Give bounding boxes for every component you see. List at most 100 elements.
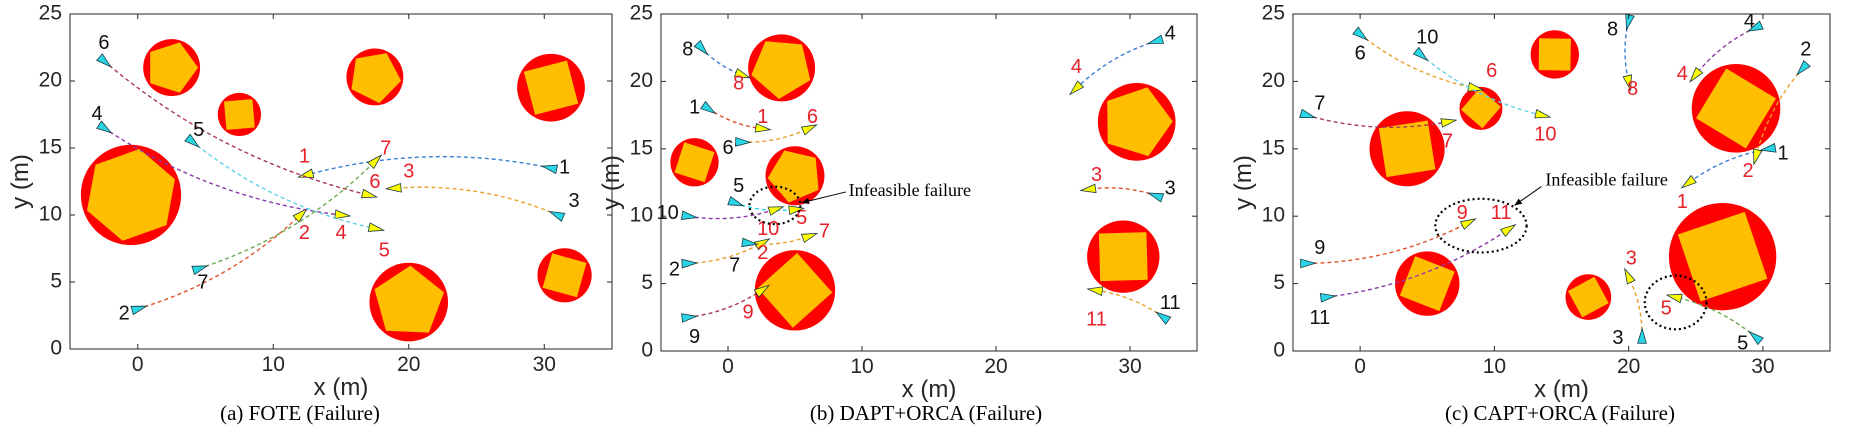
goal-marker-agent-4 [1068,80,1085,96]
failure-ellipse [1643,274,1708,331]
x-tick-label: 30 [1118,355,1141,378]
obstacle-polygon [542,253,587,298]
start-label-agent-3: 3 [1612,327,1623,349]
goal-label-agent-10: 10 [1534,124,1556,146]
x-tick-label: 20 [1617,355,1640,378]
trajectory-agent-2 [137,214,301,310]
goal-label-agent-6: 6 [1486,60,1497,82]
start-marker-agent-10 [1412,46,1429,62]
start-marker-agent-7 [1299,108,1317,118]
trajectory-agent-11 [1326,229,1509,298]
x-tick-label: 20 [397,353,420,376]
start-marker-agent-2 [1796,60,1811,76]
trajectory-agent-4 [103,127,342,216]
y-axis-title: y (m) [598,155,625,210]
start-marker-agent-4 [1146,34,1165,45]
y-tick-label: 20 [630,69,653,92]
start-label-agent-4: 4 [92,103,103,125]
obstacle-polygon [150,42,199,93]
obstacle-polygon [1696,68,1776,149]
goal-marker-agent-5 [367,222,386,232]
trajectory-agent-9 [1306,222,1468,265]
start-label-agent-6: 6 [98,32,109,54]
goal-marker-agent-11 [1086,286,1104,296]
obstacle-polygon [1461,88,1501,129]
goal-label-agent-6: 6 [807,106,818,128]
y-tick-label: 5 [50,270,62,293]
goal-label-agent-4: 4 [1677,63,1688,85]
start-marker-agent-5 [184,133,201,148]
start-marker-agent-6 [735,136,752,147]
x-tick-label: 30 [533,353,556,376]
goal-label-agent-1: 1 [299,146,310,168]
goal-marker-agent-10 [1534,108,1552,119]
x-axis-title: x (m) [902,376,957,403]
axes-frame [69,13,613,350]
goal-marker-agent-8 [1622,74,1632,92]
goal-marker-agent-4 [334,209,352,220]
start-label-agent-10: 10 [657,202,679,224]
goal-label-agent-10: 10 [757,218,779,240]
goal-label-agent-7: 7 [380,138,391,160]
goal-marker-agent-7 [367,154,383,170]
start-label-agent-9: 9 [689,326,700,348]
start-marker-agent-6 [96,53,112,68]
plot-area [1299,14,1811,346]
annotation-arrowhead [1514,198,1523,206]
obstacle-polygon [751,41,811,99]
goal-marker-agent-5 [788,205,806,216]
goal-label-agent-8: 8 [1627,78,1638,100]
trajectory-agent-2 [687,242,762,265]
y-tick-label: 15 [630,136,653,159]
start-marker-agent-4 [96,120,113,134]
trajectory-agent-3 [395,186,559,216]
obstacle-polygon [224,99,255,130]
start-marker-agent-2 [130,305,148,316]
axes-frame [1292,13,1831,352]
start-label-agent-5: 5 [733,175,744,197]
goal-label-agent-4: 4 [1071,56,1082,78]
y-axis-title: y (m) [7,154,34,209]
goal-label-agent-5: 5 [796,207,807,229]
start-marker-agent-1 [1759,143,1777,153]
y-tick-label: 10 [630,204,653,227]
trajectory-agent-6 [103,60,369,196]
obstacle-polygon [1568,276,1609,318]
y-tick-label: 20 [1262,69,1285,92]
goal-label-agent-3: 3 [403,160,414,182]
x-tick-label: 0 [132,353,144,376]
start-marker-agent-1 [540,164,559,175]
obstacle-polygon [351,53,402,104]
start-marker-agent-11 [1155,311,1172,325]
goal-label-agent-3: 3 [1626,248,1637,270]
trajectory-agent-1 [707,107,762,130]
y-tick-label: 10 [1262,204,1285,227]
x-tick-label: 10 [1483,355,1506,378]
goal-label-agent-2: 2 [299,222,310,244]
y-tick-label: 20 [39,69,62,92]
start-label-agent-11: 11 [1160,292,1181,314]
obstacle-polygon [1677,211,1768,302]
goal-marker-agent-3 [384,182,402,193]
goal-marker-agent-10 [767,206,785,216]
start-marker-agent-6 [1352,26,1369,41]
obstacle-polygon [674,142,715,183]
goal-marker-agent-7 [800,232,819,244]
start-marker-agent-8 [1625,14,1635,31]
trajectory-agent-3 [1089,187,1158,197]
obstacle-polygon [523,60,579,115]
failure-ellipse [748,185,802,226]
trajectory-agent-4 [1075,40,1158,89]
trajectory-agent-10 [1420,53,1542,116]
start-label-agent-5: 5 [1737,333,1748,355]
goal-label-agent-5: 5 [1661,297,1672,319]
trajectory-agent-7 [1306,114,1448,128]
obstacle-polygon [87,149,175,241]
x-axis-title: x (m) [314,374,369,401]
goal-label-agent-1: 1 [757,106,768,128]
annotation-text: Infeasible failure [849,180,971,200]
start-label-agent-11: 11 [1309,307,1330,329]
